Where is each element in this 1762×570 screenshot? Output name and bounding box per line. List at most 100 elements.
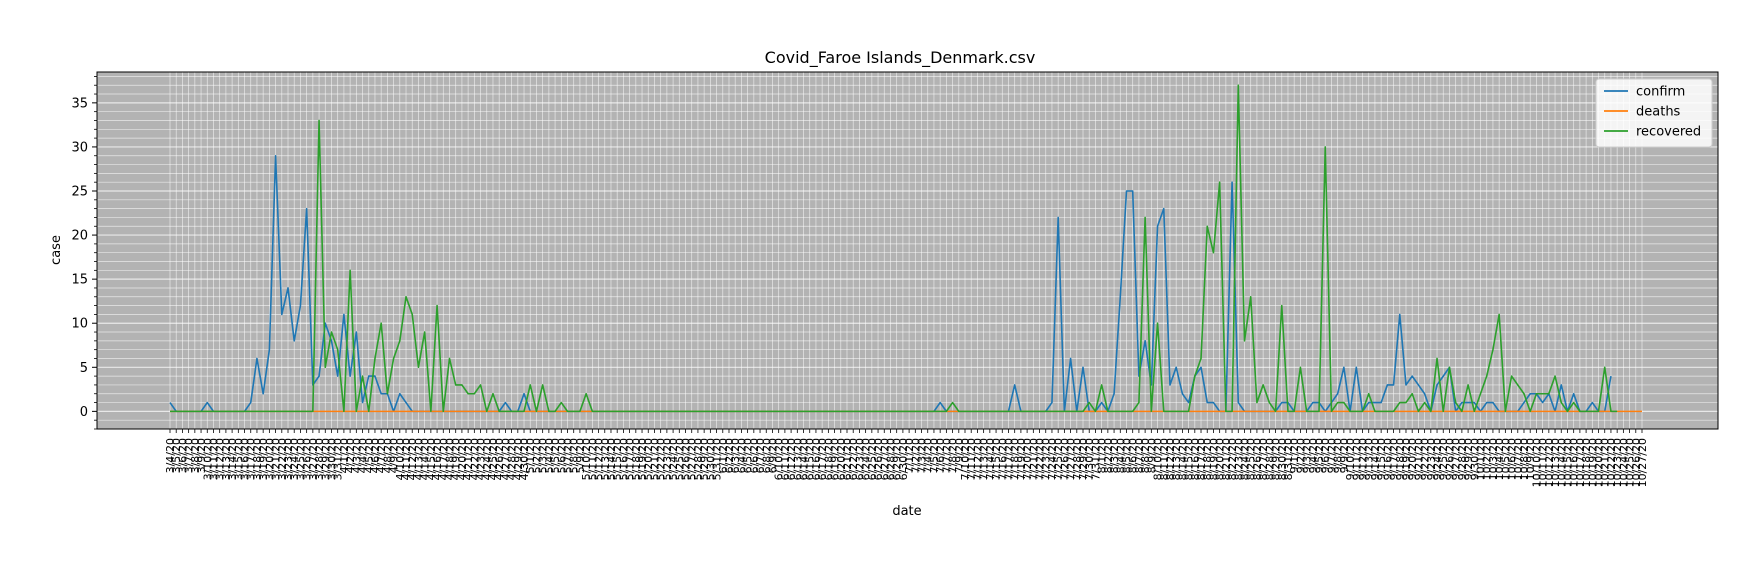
x-tick-label: 3/15/20 <box>232 438 245 480</box>
x-tick-label: 6/1/20 <box>717 438 730 473</box>
x-tick-label: 9/21/20 <box>1412 438 1425 480</box>
y-axis-label: case <box>49 235 64 265</box>
x-tick-label: 7/21/20 <box>1027 438 1040 480</box>
x-tick-label: 6/29/20 <box>891 438 904 480</box>
x-tick-label: 6/15/20 <box>804 438 817 480</box>
x-tick-label: 9/19/20 <box>1400 438 1413 480</box>
x-axis-label: date <box>892 504 921 519</box>
x-tick-label: 5/24/20 <box>667 438 680 480</box>
x-tick-label: 9/6/20 <box>1319 438 1332 473</box>
x-tick-label: 8/23/20 <box>1232 438 1245 480</box>
x-tick-label: 4/4/20 <box>357 438 370 473</box>
x-tick-label: 7/9/20 <box>953 438 966 473</box>
x-tick-label: 6/3/20 <box>729 438 742 473</box>
x-tick-label: 8/16/20 <box>1189 438 1202 480</box>
x-tick-label: 5/27/20 <box>686 438 699 480</box>
x-tick-label: 9/8/20 <box>1332 438 1345 473</box>
legend-box <box>1595 78 1713 148</box>
x-tick-label: 5/25/20 <box>673 438 686 480</box>
x-tick-label: 10/9/20 <box>1524 438 1537 480</box>
x-tick-label: 3/23/20 <box>282 438 295 480</box>
x-tick-label: 5/31/20 <box>711 438 724 480</box>
x-tick-label: 8/19/20 <box>1207 438 1220 480</box>
x-tick-label: 3/9/20 <box>195 438 208 473</box>
x-tick-label: 7/25/20 <box>1052 438 1065 480</box>
x-tick-label: 7/5/20 <box>928 438 941 473</box>
x-tick-label: 8/27/20 <box>1257 438 1270 480</box>
x-tick-label: 5/14/20 <box>605 438 618 480</box>
x-tick-label: 4/10/20 <box>394 438 407 480</box>
x-tick-label: 8/4/20 <box>1114 438 1127 473</box>
x-tick-label: 10/18/20 <box>1580 438 1593 487</box>
x-tick-label: 8/3/20 <box>1108 438 1121 473</box>
x-tick-label: 6/26/20 <box>872 438 885 480</box>
x-tick-label: 5/2/20 <box>530 438 543 473</box>
x-tick-label: 4/5/20 <box>363 438 376 473</box>
x-tick-label: 8/5/20 <box>1120 438 1133 473</box>
x-tick-label: 5/28/20 <box>692 438 705 480</box>
x-tick-label: 3/8/20 <box>189 438 202 473</box>
x-tick-label: 10/4/20 <box>1493 438 1506 480</box>
x-tick-label: 5/3/20 <box>537 438 550 473</box>
x-tick-label: 10/3/20 <box>1487 438 1500 480</box>
chart-title: Covid_Faroe Islands_Denmark.csv <box>765 48 1036 68</box>
legend-label-recovered: recovered <box>1636 125 1701 140</box>
series-line-recovered <box>170 84 1618 413</box>
x-tick-label: 7/16/20 <box>996 438 1009 480</box>
x-tick-label: 9/30/20 <box>1468 438 1481 480</box>
x-tick-label: 7/17/20 <box>1002 438 1015 480</box>
x-tick-label: 7/24/20 <box>1046 438 1059 480</box>
x-tick-label: 9/24/20 <box>1431 438 1444 480</box>
x-tick-label: 4/13/20 <box>412 438 425 480</box>
x-tick-label: 4/2/20 <box>344 438 357 473</box>
x-tick-label: 5/11/20 <box>586 438 599 480</box>
x-tick-label: 10/21/20 <box>1599 438 1612 487</box>
x-tick-label: 3/13/20 <box>220 438 233 480</box>
x-tick-label: 9/22/20 <box>1419 438 1432 480</box>
x-tick-label: 10/20/20 <box>1593 438 1606 487</box>
y-axis: 0 5 10 15 20 25 30 35 <box>71 76 97 430</box>
y-tick-label: 20 <box>71 229 88 244</box>
x-tick-label: 10/25/20 <box>1624 438 1637 487</box>
x-tick-label: 7/13/20 <box>978 438 991 480</box>
x-tick-label: 5/13/20 <box>599 438 612 480</box>
x-tick-label: 7/28/20 <box>1071 438 1084 480</box>
x-tick-label: 9/27/20 <box>1450 438 1463 480</box>
x-tick-label: 7/18/20 <box>1009 438 1022 480</box>
x-tick-label: 10/12/20 <box>1543 438 1556 487</box>
x-tick-label: 6/12/20 <box>785 438 798 480</box>
x-tick-label: 5/16/20 <box>617 438 630 480</box>
x-tick-label: 10/5/20 <box>1499 438 1512 480</box>
x-tick-label: 10/14/20 <box>1555 438 1568 487</box>
x-tick-label: 3/20/20 <box>263 438 276 480</box>
x-tick-label: 4/21/20 <box>462 438 475 480</box>
x-tick-label: 5/19/20 <box>636 438 649 480</box>
x-tick-label: 8/15/20 <box>1183 438 1196 480</box>
x-tick-label: 10/10/20 <box>1530 438 1543 487</box>
x-tick-label: 9/25/20 <box>1437 438 1450 480</box>
x-tick-label: 8/25/20 <box>1245 438 1258 480</box>
x-tick-label: 9/3/20 <box>1301 438 1314 473</box>
x-tick-label: 5/12/20 <box>593 438 606 480</box>
legend-label-deaths: deaths <box>1636 105 1681 120</box>
x-tick-label: 7/2/20 <box>909 438 922 473</box>
x-tick-label: 10/8/20 <box>1518 438 1531 480</box>
x-tick-label: 6/8/20 <box>760 438 773 473</box>
legend: confirm deaths recovered <box>1595 78 1713 148</box>
x-tick-label: 5/21/20 <box>648 438 661 480</box>
x-tick-label: 4/25/20 <box>487 438 500 480</box>
x-tick-label: 8/8/20 <box>1139 438 1152 473</box>
x-tick-label: 7/19/20 <box>1015 438 1028 480</box>
x-tick-label: 7/11/20 <box>965 438 978 480</box>
x-tick-label: 4/14/20 <box>419 438 432 480</box>
x-tick-label: 5/26/20 <box>680 438 693 480</box>
x-tick-label: 3/10/20 <box>201 438 214 480</box>
x-tick-label: 10/13/20 <box>1549 438 1562 487</box>
x-tick-label: 6/23/20 <box>853 438 866 480</box>
x-tick-label: 5/30/20 <box>704 438 717 480</box>
x-tick-label: 8/13/20 <box>1170 438 1183 480</box>
x-tick-label: 7/12/20 <box>971 438 984 480</box>
x-tick-label: 9/10/20 <box>1344 438 1357 480</box>
series-layer <box>169 84 1642 413</box>
x-tick-label: 9/16/20 <box>1381 438 1394 480</box>
